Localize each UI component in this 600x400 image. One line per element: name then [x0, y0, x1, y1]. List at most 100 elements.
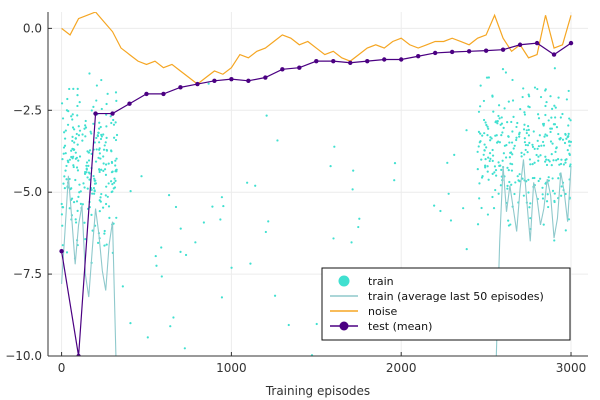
train-point: [79, 202, 83, 205]
train-point: [154, 254, 157, 258]
x-tick-label: 2000: [386, 361, 417, 375]
train-point: [485, 123, 488, 127]
train-point: [105, 148, 108, 152]
train-point: [558, 163, 561, 166]
train-point: [83, 186, 86, 189]
train-point: [557, 132, 560, 136]
train-point: [77, 134, 81, 137]
train-point: [65, 178, 68, 181]
train-point: [194, 241, 197, 244]
train-point: [64, 169, 67, 172]
train-point: [515, 138, 518, 142]
train-point: [491, 95, 494, 98]
train-point: [497, 192, 500, 195]
train-point: [561, 138, 565, 141]
train-point: [537, 117, 541, 120]
train-point: [486, 170, 489, 173]
train-point: [564, 192, 567, 196]
train-point: [477, 145, 480, 148]
train-point: [499, 184, 502, 187]
train-point: [513, 144, 516, 147]
train-point: [103, 244, 106, 247]
train-point: [65, 109, 69, 112]
train-point: [332, 237, 335, 240]
test-mean-marker: [263, 75, 268, 80]
train-point: [569, 163, 572, 166]
train-point: [494, 169, 498, 172]
train-point: [541, 197, 545, 200]
train-point: [107, 182, 110, 185]
train-point: [528, 106, 531, 109]
train-point: [70, 149, 73, 152]
train-point: [63, 175, 66, 178]
train-point: [65, 251, 69, 254]
train-point: [514, 181, 517, 184]
train-point: [87, 159, 91, 162]
train-point: [539, 177, 542, 180]
train-point: [476, 150, 479, 153]
train-point: [98, 199, 101, 202]
train-point: [498, 141, 501, 144]
train-point: [112, 123, 116, 126]
train-point: [527, 125, 530, 128]
train-point: [568, 117, 571, 120]
train-point: [85, 164, 88, 167]
train-point: [66, 123, 70, 126]
test-mean-marker: [534, 40, 540, 46]
train-point: [61, 206, 65, 209]
train-point: [105, 125, 108, 128]
train-point: [523, 141, 527, 144]
noise-line: [61, 12, 572, 85]
train-point: [184, 253, 188, 257]
train-point: [542, 144, 546, 147]
train-point: [479, 105, 482, 108]
train-point: [115, 170, 118, 173]
train-point: [74, 151, 77, 154]
train-point: [67, 161, 70, 164]
train-point: [482, 153, 485, 156]
train-point: [111, 183, 114, 186]
train-point: [502, 126, 505, 129]
train-point: [74, 178, 77, 182]
train-point: [557, 96, 560, 99]
train-point: [103, 168, 107, 171]
train-point: [78, 191, 81, 194]
train-point: [541, 193, 544, 196]
x-tick-label: 0: [58, 361, 66, 375]
train-point: [501, 131, 504, 134]
train-point: [533, 176, 536, 180]
train-point: [491, 195, 494, 199]
train-point: [525, 129, 528, 132]
train-point: [85, 171, 88, 174]
train-point: [94, 179, 97, 182]
train-point: [523, 113, 527, 116]
train-point: [545, 200, 549, 203]
train-point: [511, 78, 514, 82]
train-point: [78, 155, 82, 158]
train-point: [497, 161, 500, 164]
train-point: [528, 206, 531, 209]
train-point: [526, 144, 530, 147]
train-point: [246, 181, 249, 184]
x-tick-label: 1000: [216, 361, 247, 375]
train-point: [563, 141, 567, 145]
train-point: [63, 187, 66, 190]
train-point: [72, 155, 75, 158]
train-point: [95, 99, 98, 102]
train-point: [513, 192, 516, 196]
train-point: [523, 123, 526, 126]
train-point: [109, 115, 112, 118]
train-point: [102, 169, 105, 172]
train-point: [104, 141, 107, 144]
train-point: [98, 210, 101, 213]
train-point: [107, 162, 110, 165]
train-point: [98, 168, 101, 171]
train-point: [78, 129, 82, 132]
train-point: [482, 118, 486, 122]
train-point: [276, 139, 279, 142]
train-point: [160, 246, 163, 249]
legend-label: noise: [368, 305, 397, 318]
train-point: [567, 218, 571, 221]
train-point: [491, 159, 494, 162]
